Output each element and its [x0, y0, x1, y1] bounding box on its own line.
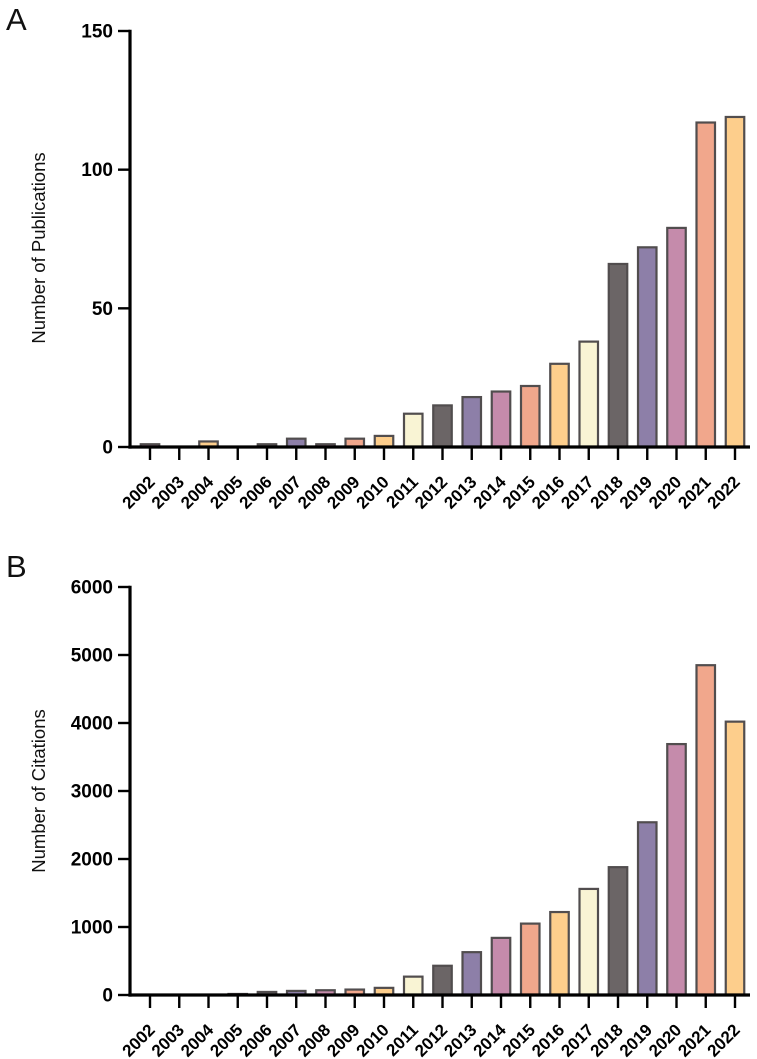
bar-2021: [695, 121, 717, 449]
x-tick-label: 2004: [177, 472, 218, 513]
bar-2022: [724, 720, 746, 997]
bar-2018: [607, 262, 629, 449]
x-tick-label: 2022: [704, 472, 744, 512]
y-tick-label: 100: [81, 160, 113, 181]
y-tick-label: 5000: [71, 646, 113, 667]
bar-2010: [373, 434, 395, 449]
bar-2013: [461, 951, 483, 997]
bar-2015: [519, 922, 541, 997]
x-tick-label: 2009: [323, 472, 363, 512]
bar-2017: [578, 340, 600, 449]
x-tick-label: 2015: [499, 472, 539, 512]
bar-2021: [695, 664, 717, 997]
bar-2022: [724, 115, 746, 449]
x-tick-label: 2006: [236, 472, 276, 512]
bar-2011: [402, 975, 424, 997]
x-tick-label: 2020: [645, 472, 685, 512]
x-tick-label: 2010: [353, 1020, 393, 1059]
y-tick-label: 0: [102, 438, 113, 459]
x-tick-label: 2016: [528, 472, 568, 512]
x-tick-label: 2008: [294, 472, 334, 512]
bar-2020: [666, 226, 687, 449]
bar-2014: [490, 390, 512, 449]
x-tick-label: 2007: [265, 472, 305, 512]
x-tick-label: 2018: [587, 472, 627, 512]
y-tick-label: 4000: [71, 714, 113, 735]
bar-2013: [461, 395, 483, 449]
publications-bar-chart: 2002200320042005200620072008200920102011…: [81, 22, 750, 513]
bar-2015: [519, 384, 541, 449]
x-tick-label: 2002: [119, 472, 159, 512]
y-tick-label: 0: [102, 986, 113, 1007]
bar-2017: [578, 887, 600, 997]
bar-2012: [432, 964, 453, 997]
x-tick-label: 2003: [148, 472, 188, 512]
x-tick-label: 2011: [383, 472, 423, 512]
x-tick-label: 2019: [616, 472, 656, 512]
x-tick-label: 2022: [704, 1020, 744, 1059]
x-tick-label: 2014: [470, 472, 511, 513]
y-tick-label: 50: [92, 299, 113, 320]
y-tick-label: 3000: [71, 782, 113, 803]
x-tick-label: 2013: [440, 472, 480, 512]
y-tick-label: 150: [81, 22, 113, 43]
x-tick-label: 2010: [353, 472, 393, 512]
x-tick-label: 2005: [206, 472, 246, 512]
citations-bar-chart: 2002200320042005200620072008200920102011…: [71, 578, 750, 1059]
panel-a-label: A: [6, 2, 27, 37]
bar-2011: [402, 412, 424, 449]
bar-2019: [636, 821, 658, 997]
bar-2020: [666, 742, 687, 997]
bar-2016: [549, 362, 570, 449]
bar-2012: [432, 404, 453, 449]
x-tick-label: 2021: [674, 472, 714, 512]
bar-2018: [607, 866, 629, 997]
bar-2016: [549, 910, 570, 997]
y-tick-label: 2000: [71, 850, 113, 871]
x-tick-label: 2012: [411, 472, 451, 512]
bar-2014: [490, 936, 512, 997]
panel-b-label: B: [6, 549, 27, 584]
bar-2019: [636, 246, 658, 449]
x-tick-label: 2017: [557, 472, 597, 512]
y-tick-label: 1000: [71, 918, 113, 939]
y-tick-label: 6000: [71, 578, 113, 599]
